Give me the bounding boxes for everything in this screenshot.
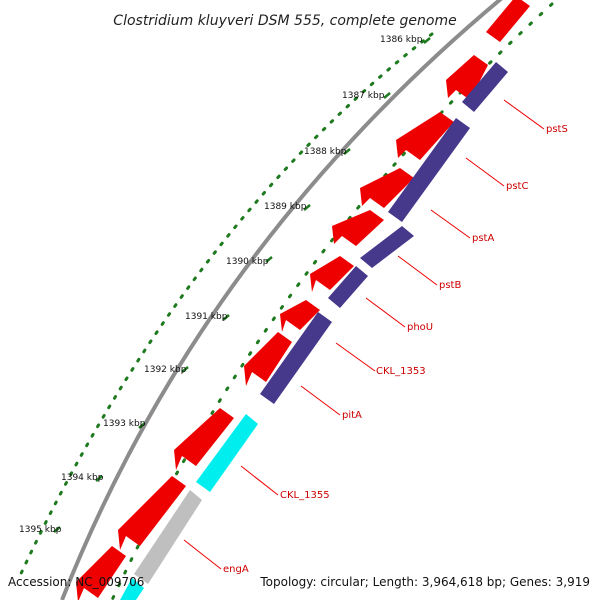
tick-label: 1386 kbp (380, 35, 423, 45)
leader-line (503, 99, 545, 130)
tick-labels: 1386 kbp 1387 kbp 1388 kbp 1389 kbp 1390… (19, 35, 423, 535)
forward-cds (396, 112, 454, 160)
cyan-cds (120, 578, 144, 600)
major-ticks (53, 37, 431, 533)
forward-strand-features (76, 0, 530, 600)
scale-ring-outer (16, 32, 434, 582)
gene-label-phou: phoU (407, 322, 433, 333)
forward-cds (174, 408, 234, 470)
gene-label-ckl-1353: CKL_1353 (376, 366, 426, 377)
forward-cds (486, 0, 530, 42)
grey-cds (134, 490, 202, 584)
leader-line (335, 342, 376, 372)
tick-label: 1391 kbp (185, 312, 228, 322)
leader-line (240, 465, 279, 496)
gene-labels: pstS pstC pstA pstB phoU CKL_1353 pitA C… (223, 124, 568, 575)
gene-label-pstc: pstC (506, 181, 528, 192)
forward-cds (280, 300, 320, 332)
gene-label-enga: engA (223, 564, 249, 575)
map-title: Clostridium kluyveri DSM 555, complete g… (113, 13, 456, 29)
forward-cds (76, 546, 126, 600)
accession-text: Accession: NC_009706 (8, 575, 144, 589)
tick-label: 1388 kbp (304, 147, 347, 157)
tick-label: 1394 kbp (61, 473, 104, 483)
tick-label: 1389 kbp (264, 202, 307, 212)
label-leader-lines (183, 99, 545, 570)
tick-mark (383, 92, 391, 99)
leader-line (183, 539, 222, 570)
reverse-strand-features (260, 62, 508, 404)
gene-label-pita: pitA (342, 410, 362, 421)
tick-mark (53, 526, 61, 533)
forward-cds (332, 210, 384, 246)
tick-mark (303, 204, 311, 211)
genome-backbone (60, 0, 503, 600)
tick-mark (343, 148, 351, 155)
forward-cds (118, 476, 186, 550)
tick-label: 1390 kbp (226, 257, 269, 267)
leader-line (365, 297, 406, 328)
gene-label-psta: pstA (472, 233, 494, 244)
tick-mark (138, 422, 146, 429)
tick-mark (423, 37, 431, 44)
leader-line (397, 255, 438, 286)
leader-line (300, 385, 341, 416)
reverse-cds (360, 226, 414, 268)
tick-mark (95, 475, 103, 482)
gene-label-ckl-1355: CKL_1355 (280, 490, 330, 501)
reverse-cds (328, 266, 368, 308)
genome-summary-text: Topology: circular; Length: 3,964,618 bp… (259, 575, 590, 589)
forward-cds (360, 168, 414, 208)
cyan-cds (196, 414, 258, 492)
tick-label: 1387 kbp (342, 91, 385, 101)
reverse-cds (260, 312, 332, 404)
leader-line (465, 157, 505, 187)
forward-cds (244, 332, 292, 386)
reverse-cds (462, 62, 508, 112)
forward-cds (310, 256, 354, 292)
tick-mark (222, 314, 230, 321)
tick-label: 1392 kbp (144, 365, 187, 375)
tick-mark (265, 256, 273, 263)
tick-label: 1393 kbp (103, 419, 146, 429)
leader-line (430, 209, 471, 239)
tick-label: 1395 kbp (19, 525, 62, 535)
reverse-cds (388, 118, 470, 222)
gene-label-pstb: pstB (439, 280, 461, 291)
tick-mark (181, 366, 189, 373)
forward-cds (446, 55, 488, 100)
gene-label-psts: pstS (546, 124, 568, 135)
